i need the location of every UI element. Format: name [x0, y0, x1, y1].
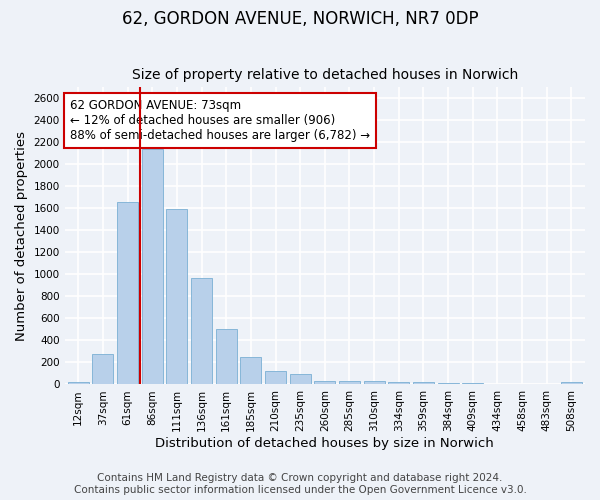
Bar: [388, 382, 409, 384]
Bar: [216, 330, 236, 384]
Bar: [339, 380, 360, 384]
X-axis label: Distribution of detached houses by size in Norwich: Distribution of detached houses by size …: [155, 437, 494, 450]
Title: Size of property relative to detached houses in Norwich: Size of property relative to detached ho…: [132, 68, 518, 82]
Bar: [437, 383, 458, 384]
Text: 62 GORDON AVENUE: 73sqm
← 12% of detached houses are smaller (906)
88% of semi-d: 62 GORDON AVENUE: 73sqm ← 12% of detache…: [70, 99, 370, 142]
Bar: [413, 382, 434, 384]
Bar: [561, 382, 582, 384]
Bar: [241, 358, 262, 384]
Bar: [265, 370, 286, 384]
Bar: [68, 382, 89, 384]
Bar: [142, 149, 163, 384]
Bar: [117, 202, 138, 384]
Bar: [314, 380, 335, 384]
Text: Contains HM Land Registry data © Crown copyright and database right 2024.
Contai: Contains HM Land Registry data © Crown c…: [74, 474, 526, 495]
Bar: [463, 383, 483, 384]
Bar: [166, 210, 187, 384]
Text: 62, GORDON AVENUE, NORWICH, NR7 0DP: 62, GORDON AVENUE, NORWICH, NR7 0DP: [122, 10, 478, 28]
Y-axis label: Number of detached properties: Number of detached properties: [15, 131, 28, 341]
Bar: [191, 278, 212, 384]
Bar: [290, 374, 311, 384]
Bar: [364, 380, 385, 384]
Bar: [92, 354, 113, 384]
